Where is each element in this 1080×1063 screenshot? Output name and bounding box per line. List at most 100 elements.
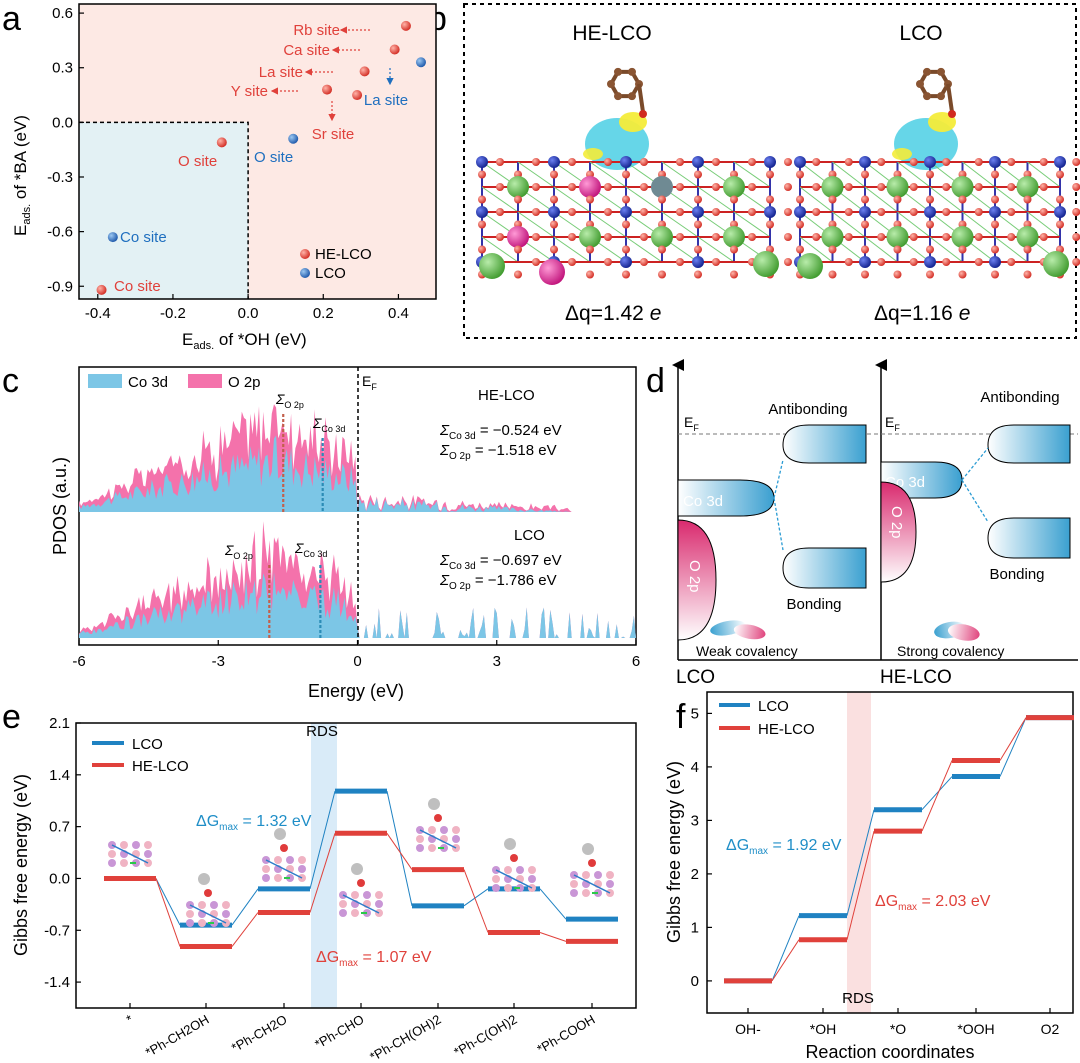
lco-sigma-co3d: ΣCo 3d (294, 540, 327, 559)
a-site-atom (1043, 251, 1069, 277)
o-atom (1007, 208, 1016, 216)
o-atom (784, 233, 792, 241)
o-atom (496, 183, 504, 191)
connector-HE-LCO (309, 833, 336, 913)
carbon-atom (614, 92, 622, 101)
pdos-co3d-area (79, 572, 636, 638)
a-site-atom (651, 176, 673, 198)
label-ca-site: Ca site (283, 42, 330, 59)
lattice-bond (661, 161, 699, 188)
he-sum-co3d: ΣCo 3d = −0.524 eV (439, 422, 562, 442)
connector-LCO (999, 717, 1027, 777)
label-co-site-lco: Co site (120, 229, 167, 246)
o-atom (532, 233, 540, 241)
scatter-point (322, 84, 333, 95)
y-tick-label: 2 (691, 866, 699, 883)
o-atom (496, 233, 504, 241)
o-atom (844, 158, 853, 166)
a-site-atom (753, 251, 779, 277)
legend-label-he-e: HE-LCO (132, 758, 189, 775)
oxygen-atom (639, 110, 647, 118)
legend-label-lco-e: LCO (132, 736, 163, 753)
carbon-atom (937, 67, 945, 76)
y-tick-label: 5 (691, 705, 699, 722)
lattice-bond (799, 236, 833, 263)
connector-LCO (771, 915, 800, 982)
antibonding-lobe-left (782, 424, 867, 464)
gibbs-f-x-label: Reaction coordinates (805, 1042, 974, 1062)
o-atom (877, 158, 886, 166)
connector-LCO (386, 790, 413, 906)
co-atom (692, 156, 704, 168)
a-site-atom (479, 253, 505, 279)
o-atom (974, 258, 983, 266)
connector-LCO (846, 809, 875, 916)
lattice-bond (697, 186, 735, 213)
o-atom (568, 258, 576, 266)
o-atom (926, 195, 934, 204)
o-atom (942, 158, 951, 166)
o-atom (694, 170, 702, 179)
o-atom (622, 245, 630, 254)
weak-covalency-icon (710, 620, 766, 640)
inset-atom (222, 910, 230, 918)
charge-cloud-yellow (583, 148, 603, 160)
dg-he-f: ΔGmax = 2.03 eV (875, 893, 991, 913)
scheme-ef-right: EF (885, 414, 900, 433)
co-atom (692, 206, 704, 218)
inset-atom (198, 901, 206, 909)
o-atom (694, 220, 702, 229)
y-axis-label: Eads. of *BA (eV) (11, 115, 33, 236)
o-atom (796, 245, 804, 254)
lattice-bond (1027, 161, 1061, 188)
o-atom (478, 245, 486, 254)
scatter-points (96, 20, 426, 295)
x-tick-label: -0.4 (85, 305, 111, 322)
lattice-bond (589, 161, 627, 188)
scatter-point (288, 133, 299, 144)
inset-atom (416, 835, 424, 843)
o-atom (748, 158, 756, 166)
pdos-o2p-area (79, 404, 636, 512)
lco-sum-co3d: ΣCo 3d = −0.697 eV (439, 552, 562, 572)
y-tick-label: 2.1 (49, 715, 70, 732)
inset-atom (440, 826, 448, 834)
o-atom (926, 245, 934, 254)
x-tick-label: *Ph-COOH (534, 1012, 597, 1057)
mo-link-2 (773, 497, 784, 551)
o-atom (942, 233, 951, 241)
gibbs-e-frame (75, 722, 637, 1009)
scatter-point (400, 20, 411, 31)
co-atom (620, 156, 632, 168)
scheme-label-he-lco: HE-LCO (880, 667, 952, 688)
label-arrows (270, 26, 394, 122)
connector-LCO (539, 888, 567, 920)
lattice-bond (517, 211, 555, 238)
charge-cloud-yellow (619, 112, 647, 132)
y-tick-label: 0.3 (52, 60, 73, 77)
inset-atom (198, 919, 206, 927)
o-atom (812, 183, 821, 191)
inset-atom (582, 871, 590, 879)
o2p-lobe-right (880, 481, 917, 583)
legend-marker-he (300, 249, 310, 259)
o-atom (622, 195, 630, 204)
inset-atom (120, 841, 128, 849)
y-tick-label: 0.6 (52, 5, 73, 22)
o-atom (909, 208, 918, 216)
o-atom (909, 258, 918, 266)
inset-oxygen (588, 859, 596, 867)
o-atom (694, 245, 702, 254)
lattice-bond (625, 186, 663, 213)
pdos-y-label: PDOS (a.u.) (50, 457, 70, 555)
o-atom (844, 183, 853, 191)
inset-atom (108, 850, 116, 858)
o-atom (861, 245, 869, 254)
a-site-atom (886, 176, 909, 198)
inset-ring (428, 798, 440, 810)
legend-label-co3d: Co 3d (128, 374, 168, 391)
o-atom (622, 270, 630, 279)
o-atom (828, 245, 837, 254)
o-atom (640, 208, 648, 216)
oxygen-atom (948, 110, 956, 118)
